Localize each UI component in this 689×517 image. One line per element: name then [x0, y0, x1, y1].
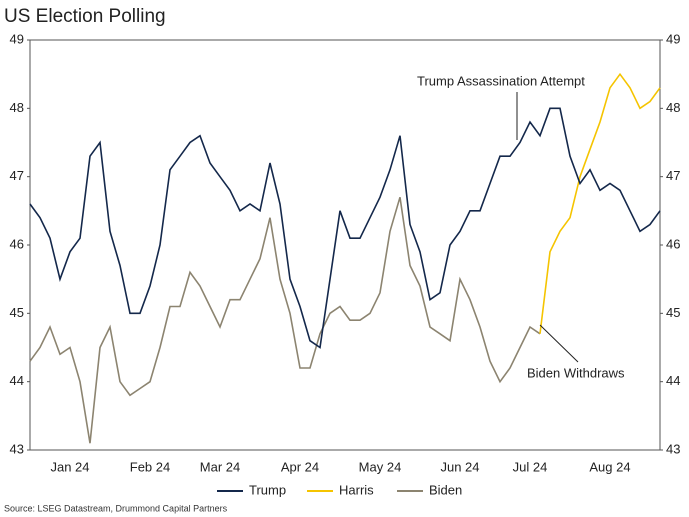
y2-tick-label: 45 [666, 305, 680, 320]
y2-tick-label: 47 [666, 168, 680, 183]
source: Source: LSEG Datastream, Drummond Capita… [4, 503, 228, 513]
y2-tick-label: 49 [666, 31, 680, 46]
x-tick-label: Feb 24 [130, 459, 170, 474]
series-line [539, 72, 661, 334]
legend-label: Biden [429, 482, 462, 497]
x-tick-label: May 24 [359, 459, 402, 474]
x-tick-label: Jul 24 [513, 459, 548, 474]
annotation-leader [539, 324, 579, 363]
y-tick-label: 44 [10, 373, 24, 388]
y-tick-label: 48 [10, 100, 24, 115]
x-tick-label: Aug 24 [589, 459, 630, 474]
y-tick-label: 49 [10, 31, 24, 46]
y2-tick-label: 46 [666, 236, 680, 251]
x-tick-label: Mar 24 [200, 459, 240, 474]
legend-label: Trump [249, 482, 286, 497]
chart-title: US Election Polling [4, 6, 166, 27]
annotation: Trump Assassination Attempt [417, 73, 585, 88]
x-tick-label: Jun 24 [440, 459, 479, 474]
series-line [29, 107, 661, 349]
y-tick-label: 46 [10, 236, 24, 251]
annotation: Biden Withdraws [527, 365, 625, 380]
y2-tick-label: 48 [666, 100, 680, 115]
y2-tick-label: 44 [666, 373, 680, 388]
series-line [29, 196, 541, 444]
legend-label: Harris [339, 482, 374, 497]
x-tick-label: Apr 24 [281, 459, 319, 474]
y-tick-label: 47 [10, 168, 24, 183]
x-tick-label: Jan 24 [50, 459, 89, 474]
y-tick-label: 43 [10, 441, 24, 456]
y2-tick-label: 43 [666, 441, 680, 456]
y-tick-label: 45 [10, 305, 24, 320]
